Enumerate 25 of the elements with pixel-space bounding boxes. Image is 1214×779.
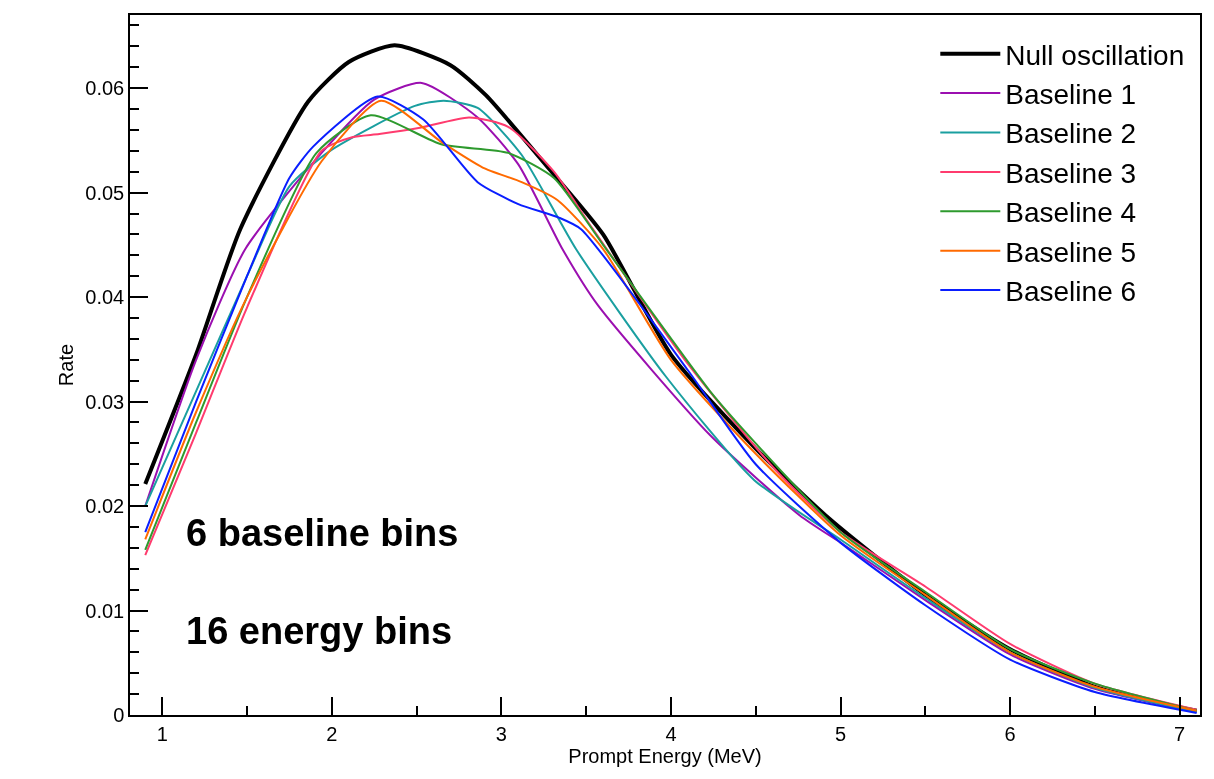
y-axis-title: Rate	[55, 343, 78, 387]
y-tick-label: 0.04	[85, 286, 125, 309]
x-tick-label: 7	[1174, 722, 1186, 745]
legend-label: Null oscillation	[1005, 39, 1185, 71]
y-tick-label: 0.03	[85, 390, 125, 413]
y-tick-label: 0.06	[85, 77, 125, 100]
x-tick-label: 1	[156, 722, 168, 745]
legend-label: Baseline 4	[1005, 197, 1137, 229]
y-tick-label: 0.01	[85, 599, 125, 622]
annotation: 6 baseline bins	[186, 512, 459, 554]
x-tick-label: 2	[326, 722, 338, 745]
x-axis-title: Prompt Energy (MeV)	[568, 744, 762, 767]
legend-label: Baseline 5	[1005, 236, 1137, 268]
y-tick-label: 0	[113, 704, 125, 726]
x-tick-label: 4	[665, 722, 677, 745]
x-tick-label: 5	[834, 722, 847, 745]
annotation: 16 energy bins	[186, 610, 453, 652]
legend-label: Baseline 1	[1005, 79, 1137, 111]
x-tick-label: 3	[495, 722, 507, 745]
legend-label: Baseline 2	[1005, 118, 1137, 150]
legend-label: Baseline 6	[1005, 276, 1137, 308]
y-tick-label: 0.05	[85, 181, 125, 204]
legend-label: Baseline 3	[1005, 157, 1137, 189]
y-tick-label: 0.02	[85, 495, 125, 518]
x-tick-label: 6	[1004, 722, 1016, 745]
